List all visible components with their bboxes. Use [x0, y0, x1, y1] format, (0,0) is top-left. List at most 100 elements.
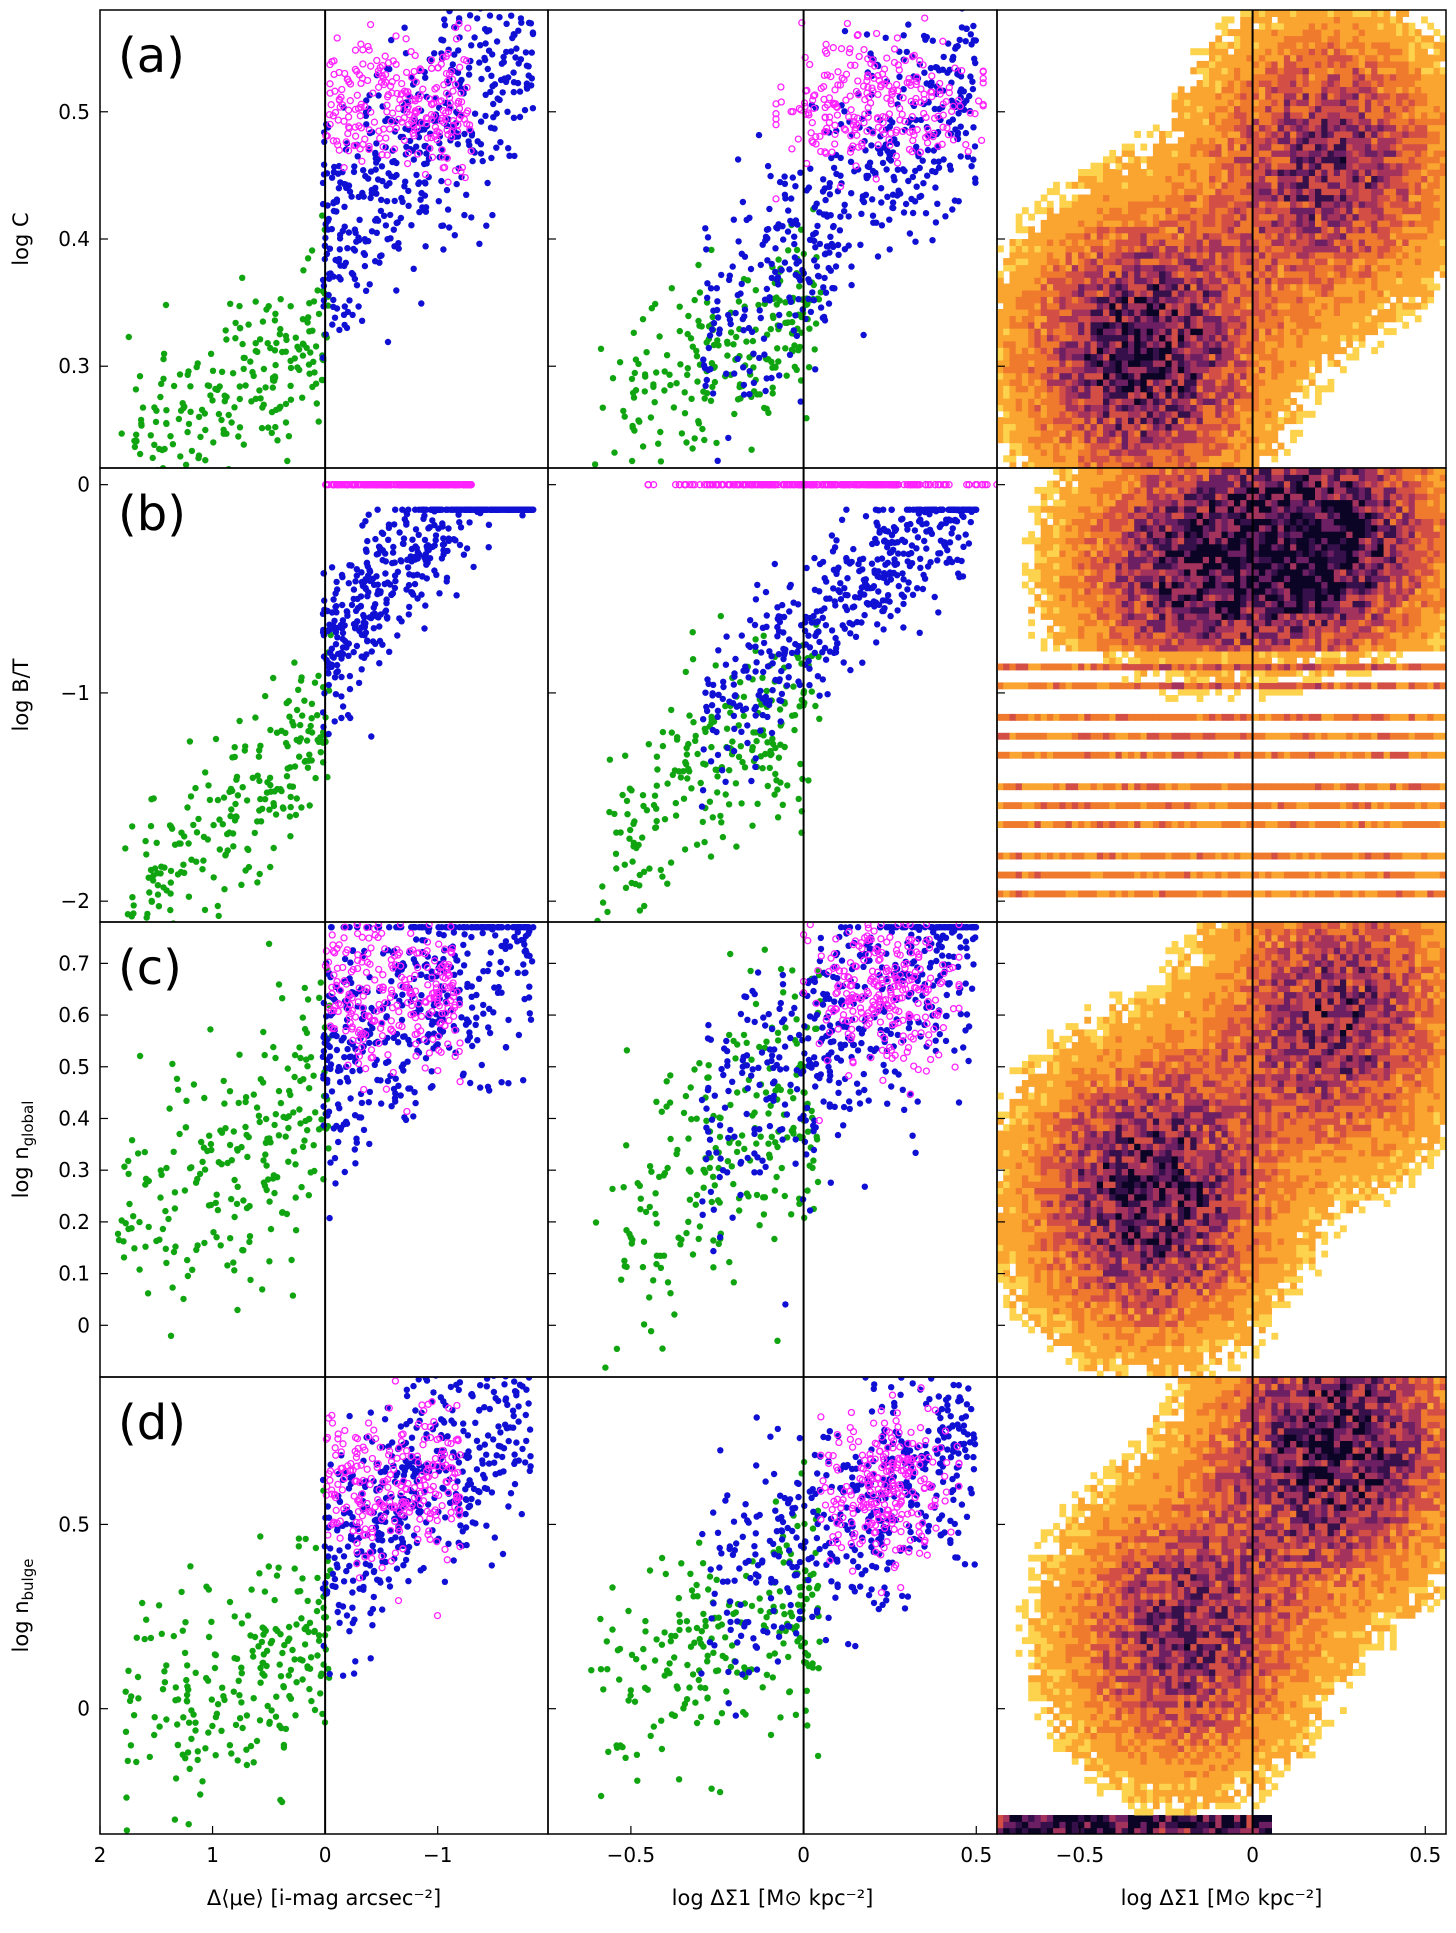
density-cell — [1171, 423, 1179, 431]
magenta-point — [365, 145, 373, 154]
density-cell — [1340, 137, 1347, 145]
density-cell — [1171, 385, 1179, 393]
density-cell — [1184, 105, 1191, 113]
magenta-point — [833, 111, 842, 119]
density-cell — [1246, 334, 1254, 342]
density-cell — [1121, 385, 1129, 393]
density-cell — [1103, 340, 1110, 348]
blue-point — [361, 251, 369, 258]
blue-point — [940, 53, 947, 61]
density-cell — [1109, 366, 1117, 374]
green-point — [239, 274, 246, 281]
density-cell — [1296, 334, 1304, 342]
density-cell — [1246, 442, 1254, 450]
blue-point — [764, 257, 771, 264]
green-point — [218, 416, 225, 424]
green-point — [152, 418, 160, 426]
density-cell — [1296, 156, 1304, 164]
density-cell — [1096, 188, 1104, 196]
green-point — [151, 404, 158, 411]
density-cell — [1090, 417, 1098, 425]
density-cell — [1096, 270, 1104, 278]
density-cell — [1246, 321, 1254, 329]
density-cell — [1240, 111, 1247, 119]
density-cell — [1059, 226, 1067, 234]
density-cell — [1277, 270, 1285, 278]
density-cell — [1327, 41, 1335, 49]
density-cell — [1071, 372, 1079, 380]
density-cell — [1227, 378, 1235, 386]
density-cell — [1115, 315, 1123, 323]
density-cell — [1146, 315, 1154, 323]
density-cell — [1177, 226, 1185, 234]
density-cell — [1258, 124, 1266, 132]
density-cell — [1209, 353, 1216, 361]
magenta-point — [440, 163, 449, 172]
density-cell — [1009, 264, 1017, 272]
magenta-point — [374, 67, 383, 75]
magenta-point — [909, 136, 917, 145]
green-point — [651, 399, 658, 406]
blue-point — [410, 81, 417, 88]
density-cell — [1315, 398, 1322, 405]
density-cell — [1190, 455, 1198, 463]
magenta-point — [772, 115, 780, 123]
density-cell — [1333, 264, 1341, 272]
density-cell — [1190, 277, 1198, 285]
density-cell — [1065, 423, 1073, 431]
density-cell — [1103, 226, 1110, 234]
density-cell — [1234, 410, 1241, 418]
density-cell — [1115, 309, 1123, 316]
density-cell — [1302, 169, 1310, 176]
density-cell — [1140, 302, 1148, 310]
blue-point — [385, 170, 392, 177]
density-cell — [1034, 404, 1042, 412]
density-cell — [1134, 404, 1141, 412]
density-cell — [1308, 207, 1316, 215]
magenta-point — [404, 149, 413, 157]
density-cell — [1277, 35, 1285, 43]
green-point — [294, 364, 301, 371]
density-cell — [1202, 391, 1210, 399]
density-cell — [1296, 226, 1304, 234]
density-cell — [1184, 207, 1191, 215]
density-cell — [1246, 80, 1254, 87]
magenta-point — [457, 98, 466, 106]
blue-point — [929, 237, 936, 244]
magenta-point — [427, 64, 436, 73]
density-cell — [1308, 245, 1316, 253]
magenta-point — [415, 95, 423, 103]
density-cell — [1003, 328, 1010, 336]
density-cell — [1196, 162, 1204, 170]
blue-point — [916, 193, 923, 201]
density-cell — [1096, 309, 1104, 316]
density-cell — [1103, 448, 1110, 456]
density-cell — [1021, 340, 1029, 348]
green-point — [184, 428, 191, 436]
density-cell — [997, 423, 1004, 431]
density-cell — [1290, 16, 1297, 24]
blue-point — [493, 144, 500, 151]
density-cell — [1315, 29, 1322, 37]
density-cell — [1140, 359, 1148, 367]
density-cell — [1009, 251, 1017, 259]
density-cell — [1065, 309, 1073, 316]
blue-point — [360, 167, 367, 174]
density-cell — [1140, 277, 1148, 285]
blue-point — [924, 146, 932, 154]
density-cell — [1165, 239, 1173, 246]
density-cell — [1103, 251, 1110, 259]
density-cell — [1283, 35, 1291, 43]
density-cell — [1034, 289, 1042, 297]
green-point — [639, 316, 647, 323]
density-cell — [1308, 194, 1316, 202]
magenta-point — [928, 72, 936, 80]
density-cell — [1271, 143, 1279, 151]
density-cell — [1121, 194, 1129, 202]
density-cell — [1327, 251, 1335, 259]
magenta-point — [338, 85, 346, 94]
density-cell — [1028, 334, 1035, 342]
blue-point — [878, 222, 886, 229]
density-cell — [1202, 289, 1210, 297]
density-cell — [1340, 105, 1347, 113]
